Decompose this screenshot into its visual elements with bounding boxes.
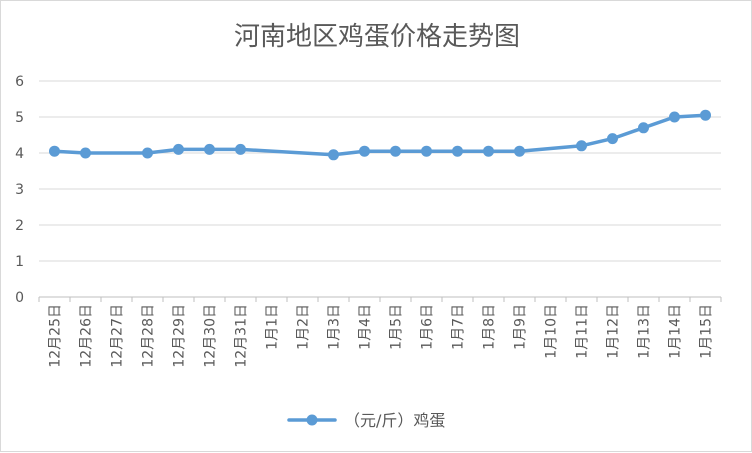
x-tick-label: 12月26日 xyxy=(79,304,95,368)
legend-marker-swatch xyxy=(306,414,318,426)
data-point xyxy=(49,145,60,157)
data-point xyxy=(669,111,680,123)
data-point xyxy=(421,145,432,157)
y-tick-label: 1 xyxy=(15,254,24,270)
x-tick-label: 1月10日 xyxy=(544,304,560,359)
gridlines xyxy=(39,80,721,298)
y-tick-label: 0 xyxy=(15,290,24,306)
data-point xyxy=(514,145,525,157)
data-point xyxy=(359,145,370,157)
x-tick-label: 1月3日 xyxy=(327,304,343,350)
x-tick-label: 1月7日 xyxy=(451,304,467,350)
series-layer xyxy=(49,109,711,161)
y-axis: 0 1 2 3 4 5 6 xyxy=(15,74,24,306)
data-point xyxy=(142,147,153,159)
x-tick-label: 1月5日 xyxy=(389,304,405,350)
legend-label: （元/斤）鸡蛋 xyxy=(344,411,445,430)
x-tick-label: 1月14日 xyxy=(668,304,684,359)
y-tick-label: 6 xyxy=(15,74,24,90)
data-point xyxy=(235,143,246,155)
x-tick-label: 1月13日 xyxy=(637,304,653,359)
y-tick-label: 4 xyxy=(15,146,24,162)
data-point xyxy=(700,109,711,121)
data-point xyxy=(328,149,339,161)
x-axis: 12月25日 12月26日 12月27日 12月28日 12月29日 12月30日 12月3… xyxy=(38,297,722,368)
x-tick-label: 1月9日 xyxy=(513,304,529,350)
x-tick-label: 12月30日 xyxy=(203,304,219,368)
data-point xyxy=(607,133,618,145)
x-tick-label: 1月1日 xyxy=(265,304,281,350)
data-point xyxy=(576,140,587,152)
x-tick-label: 1月4日 xyxy=(358,304,374,350)
x-tick-label: 1月15日 xyxy=(699,304,715,359)
data-point xyxy=(390,145,401,157)
x-tick-label: 12月27日 xyxy=(110,304,126,368)
legend: （元/斤）鸡蛋 xyxy=(287,411,445,430)
x-tick-label: 12月28日 xyxy=(141,304,157,368)
data-point xyxy=(204,143,215,155)
x-tick-label: 12月25日 xyxy=(48,304,64,368)
series-line xyxy=(52,113,708,157)
data-point xyxy=(638,122,649,134)
data-point xyxy=(452,145,463,157)
data-point xyxy=(173,143,184,155)
chart-title: 河南地区鸡蛋价格走势图 xyxy=(234,22,520,52)
data-point xyxy=(80,147,91,159)
y-tick-label: 3 xyxy=(15,182,24,198)
x-tick-label: 1月2日 xyxy=(296,304,312,350)
x-tick-label: 1月11日 xyxy=(575,304,591,359)
data-point xyxy=(483,145,494,157)
x-tick-label: 12月31日 xyxy=(234,304,250,368)
x-tick-label: 1月6日 xyxy=(420,304,436,350)
x-tick-label: 12月29日 xyxy=(172,304,188,368)
x-tick-label: 1月8日 xyxy=(482,304,498,350)
y-tick-label: 5 xyxy=(15,110,24,126)
x-tick-label: 1月12日 xyxy=(606,304,622,359)
y-tick-label: 2 xyxy=(15,218,24,234)
